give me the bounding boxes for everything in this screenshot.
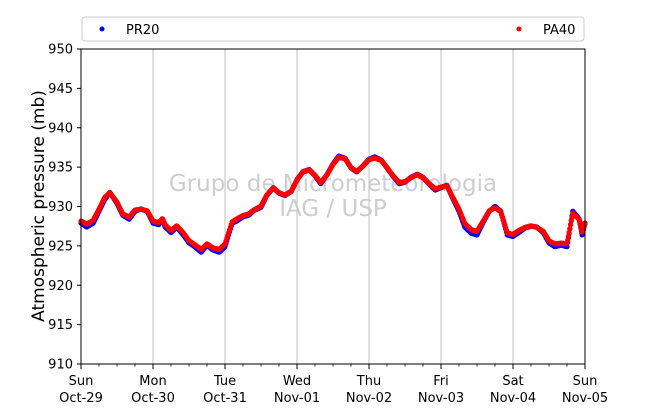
x-tick-label-date: Oct-30 bbox=[131, 391, 175, 406]
x-tick-label-day: Fri bbox=[433, 374, 449, 389]
x-tick-label-date: Nov-03 bbox=[418, 391, 464, 406]
y-tick-label: 930 bbox=[48, 200, 73, 215]
y-tick-label: 940 bbox=[48, 121, 73, 136]
watermark-line-1: Grupo de Micrometeorologia bbox=[169, 171, 497, 197]
y-tick-label: 910 bbox=[48, 358, 73, 373]
plot-area bbox=[81, 49, 585, 364]
x-tick-label-day: Sun bbox=[69, 374, 94, 389]
x-tick-label-date: Nov-04 bbox=[490, 391, 536, 406]
data-point-interp bbox=[565, 237, 571, 243]
x-tick-label-date: Nov-01 bbox=[274, 391, 320, 406]
data-point-interp bbox=[568, 222, 574, 228]
x-tick-label-day: Sun bbox=[573, 374, 598, 389]
legend-marker-pr20 bbox=[99, 26, 105, 32]
y-tick-label: 945 bbox=[48, 82, 73, 97]
x-tick-label-day: Mon bbox=[139, 374, 166, 389]
x-tick-label-date: Oct-29 bbox=[59, 391, 103, 406]
x-tick-label-date: Nov-05 bbox=[562, 391, 608, 406]
legend-label-pa40: PA40 bbox=[543, 23, 575, 38]
data-point-interp bbox=[566, 229, 572, 235]
y-tick-label: 925 bbox=[48, 239, 73, 254]
legend-marker-pa40 bbox=[516, 26, 522, 32]
y-axis-label: Atmospheric pressure (mb) bbox=[29, 90, 49, 322]
data-point bbox=[564, 241, 570, 247]
y-tick-label: 950 bbox=[48, 43, 73, 58]
data-point-interp bbox=[568, 218, 574, 224]
x-grid bbox=[152, 49, 514, 364]
watermark-line-2: IAG / USP bbox=[279, 196, 387, 222]
watermark: Grupo de Micrometeorologia IAG / USP bbox=[169, 171, 497, 222]
legend-box bbox=[81, 16, 585, 42]
x-tick-label-day: Thu bbox=[356, 374, 381, 389]
legend-label-pr20: PR20 bbox=[126, 23, 159, 38]
data-point-interp bbox=[565, 233, 572, 239]
series-points bbox=[78, 153, 588, 255]
x-tick-label-day: Tue bbox=[213, 374, 236, 389]
y-tick-label: 915 bbox=[48, 318, 73, 333]
y-axis: 910 915 920 925 930 935 940 945 950 bbox=[48, 43, 81, 373]
y-tick-label: 935 bbox=[48, 161, 73, 176]
x-axis: Sun Oct-29 Mon Oct-30 Tue Oct-31 Wed Nov-01 Thu N… bbox=[59, 364, 608, 406]
series-pa40 bbox=[78, 154, 588, 253]
data-point-interp bbox=[567, 225, 573, 232]
y-tick-label: 920 bbox=[48, 279, 73, 294]
x-tick-label-date: Oct-31 bbox=[203, 391, 247, 406]
x-tick-label-day: Sat bbox=[502, 374, 523, 389]
legend: PR20 PA40 bbox=[81, 16, 585, 42]
x-tick-label-day: Wed bbox=[283, 374, 311, 389]
x-tick-label-date: Nov-02 bbox=[346, 391, 392, 406]
